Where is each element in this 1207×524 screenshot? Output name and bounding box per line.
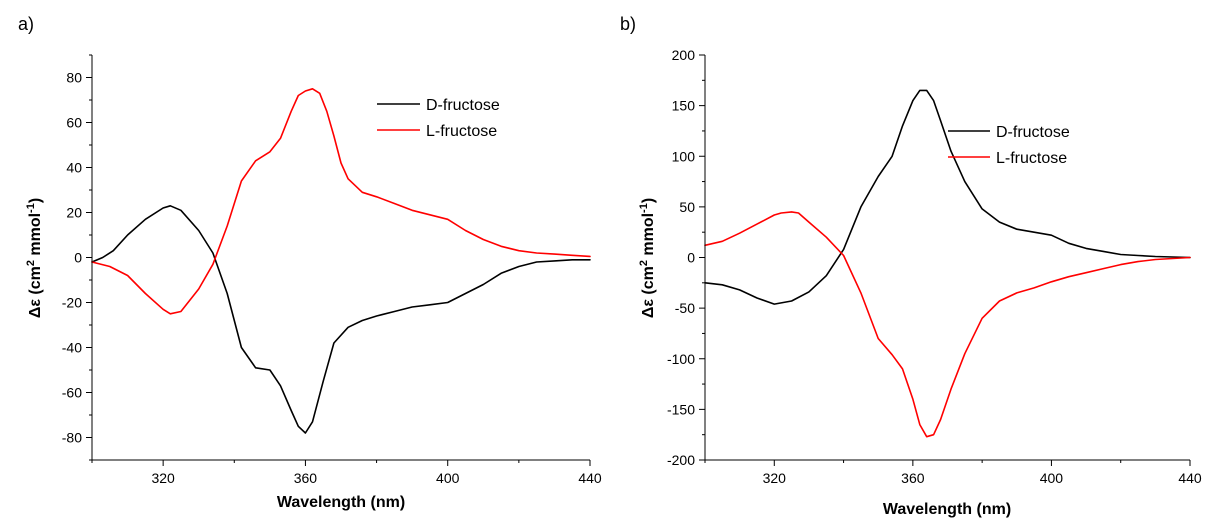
panel-a-legend: D-fructose L-fructose [377, 97, 500, 140]
y-tick-label: -200 [667, 452, 695, 468]
y-tick-label: -20 [62, 295, 82, 311]
x-tick-label: 440 [578, 470, 602, 486]
panel-a-ticks: 320 360 400 440 -80 -60 -40 -20 0 20 40 60 80 [62, 54, 602, 486]
panel-a-series [91, 88, 591, 434]
series-line-l-fructose [91, 88, 591, 315]
panel-b-ticks: 320 360 400 440 -200 -150 -100 -50 0 50 100 150 200 [667, 47, 1202, 486]
chart-panel-a: a) 320 360 400 440 -80 -60 -40 -20 0 20 40 60 80 Wav… [18, 14, 602, 511]
x-tick-label: 400 [1040, 470, 1064, 486]
series-line-l-fructose [704, 211, 1191, 438]
panel-b-x-axis-title: Wavelength (nm) [883, 501, 1011, 518]
y-tick-label: 60 [66, 115, 82, 131]
panel-b-legend: D-fructose L-fructose [948, 124, 1070, 167]
x-tick-label: 320 [763, 470, 787, 486]
x-tick-label: 400 [436, 470, 460, 486]
panel-a-y-axis-title: Δε (cm2 mmol-1) [25, 198, 44, 318]
y-tick-label: -100 [667, 351, 695, 367]
panel-b-series [704, 89, 1191, 438]
chart-panel-b: b) 320 360 400 440 -200 -150 -100 -50 0 50 100 150 2… [620, 14, 1202, 518]
panel-a-legend-label-d: D-fructose [426, 97, 500, 114]
panel-a-label: a) [18, 14, 34, 34]
panel-b-label: b) [620, 14, 636, 34]
series-line-d-fructose [91, 205, 591, 434]
y-tick-label: 0 [687, 250, 695, 266]
x-tick-label: 360 [901, 470, 925, 486]
x-tick-label: 360 [294, 470, 318, 486]
panel-b-y-axis-title: Δε (cm2 mmol-1) [638, 198, 657, 318]
y-tick-label: 100 [672, 148, 696, 164]
panel-b-legend-label-l: L-fructose [996, 150, 1067, 167]
y-tick-label: 40 [66, 160, 82, 176]
y-tick-label: 150 [672, 98, 696, 114]
y-tick-label: -80 [62, 430, 82, 446]
series-line-d-fructose [704, 89, 1191, 305]
y-tick-label: 0 [74, 250, 82, 266]
x-tick-label: 440 [1178, 470, 1202, 486]
y-tick-label: -40 [62, 340, 82, 356]
y-tick-label: -150 [667, 401, 695, 417]
y-tick-label: 20 [66, 205, 82, 221]
y-tick-label: -50 [675, 300, 695, 316]
y-tick-label: 80 [66, 70, 82, 86]
panel-a-x-axis-title: Wavelength (nm) [277, 494, 405, 511]
x-tick-label: 320 [151, 470, 175, 486]
y-tick-label: 50 [679, 199, 695, 215]
panel-a-legend-label-l: L-fructose [426, 123, 497, 140]
y-tick-label: 200 [672, 47, 696, 63]
y-tick-label: -60 [62, 385, 82, 401]
panel-b-legend-label-d: D-fructose [996, 124, 1070, 141]
